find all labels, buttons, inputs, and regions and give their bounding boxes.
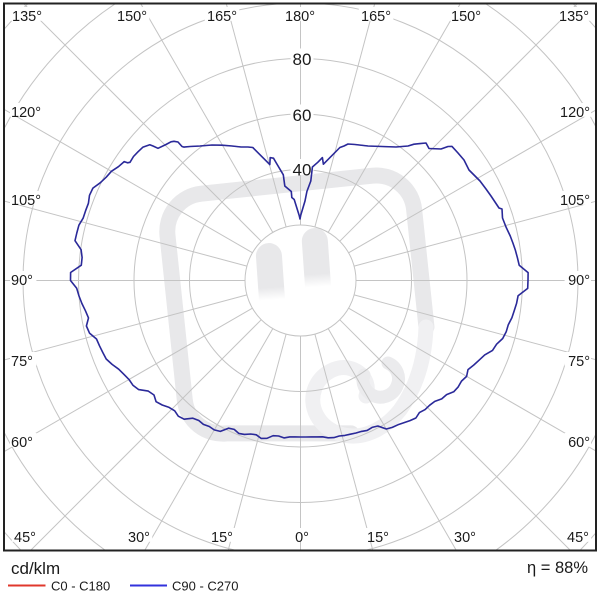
svg-text:0°: 0° [295,530,309,546]
svg-text:150°: 150° [451,9,481,25]
svg-text:C0 - C180: C0 - C180 [51,579,110,594]
svg-text:165°: 165° [207,9,237,25]
svg-text:135°: 135° [12,9,42,25]
svg-text:75°: 75° [11,354,33,370]
svg-text:60: 60 [293,106,312,125]
svg-text:105°: 105° [560,193,590,209]
svg-text:45°: 45° [14,530,36,546]
svg-text:40: 40 [293,160,312,179]
svg-text:90°: 90° [11,273,33,289]
svg-text:105°: 105° [11,193,41,209]
svg-text:135°: 135° [559,9,589,25]
svg-text:165°: 165° [361,9,391,25]
svg-text:75°: 75° [568,354,590,370]
svg-text:45°: 45° [567,530,589,546]
svg-text:180°: 180° [285,9,315,25]
svg-text:η = 88%: η = 88% [527,559,588,577]
svg-text:cd/klm: cd/klm [11,559,60,578]
svg-text:150°: 150° [117,9,147,25]
svg-text:120°: 120° [560,105,590,121]
svg-text:30°: 30° [128,530,150,546]
svg-text:80: 80 [293,50,312,69]
svg-text:120°: 120° [11,105,41,121]
svg-text:15°: 15° [211,530,233,546]
svg-text:15°: 15° [367,530,389,546]
svg-text:C90 - C270: C90 - C270 [172,579,238,594]
svg-text:90°: 90° [568,273,590,289]
svg-text:60°: 60° [568,435,590,451]
svg-text:30°: 30° [454,530,476,546]
svg-text:60°: 60° [11,435,33,451]
